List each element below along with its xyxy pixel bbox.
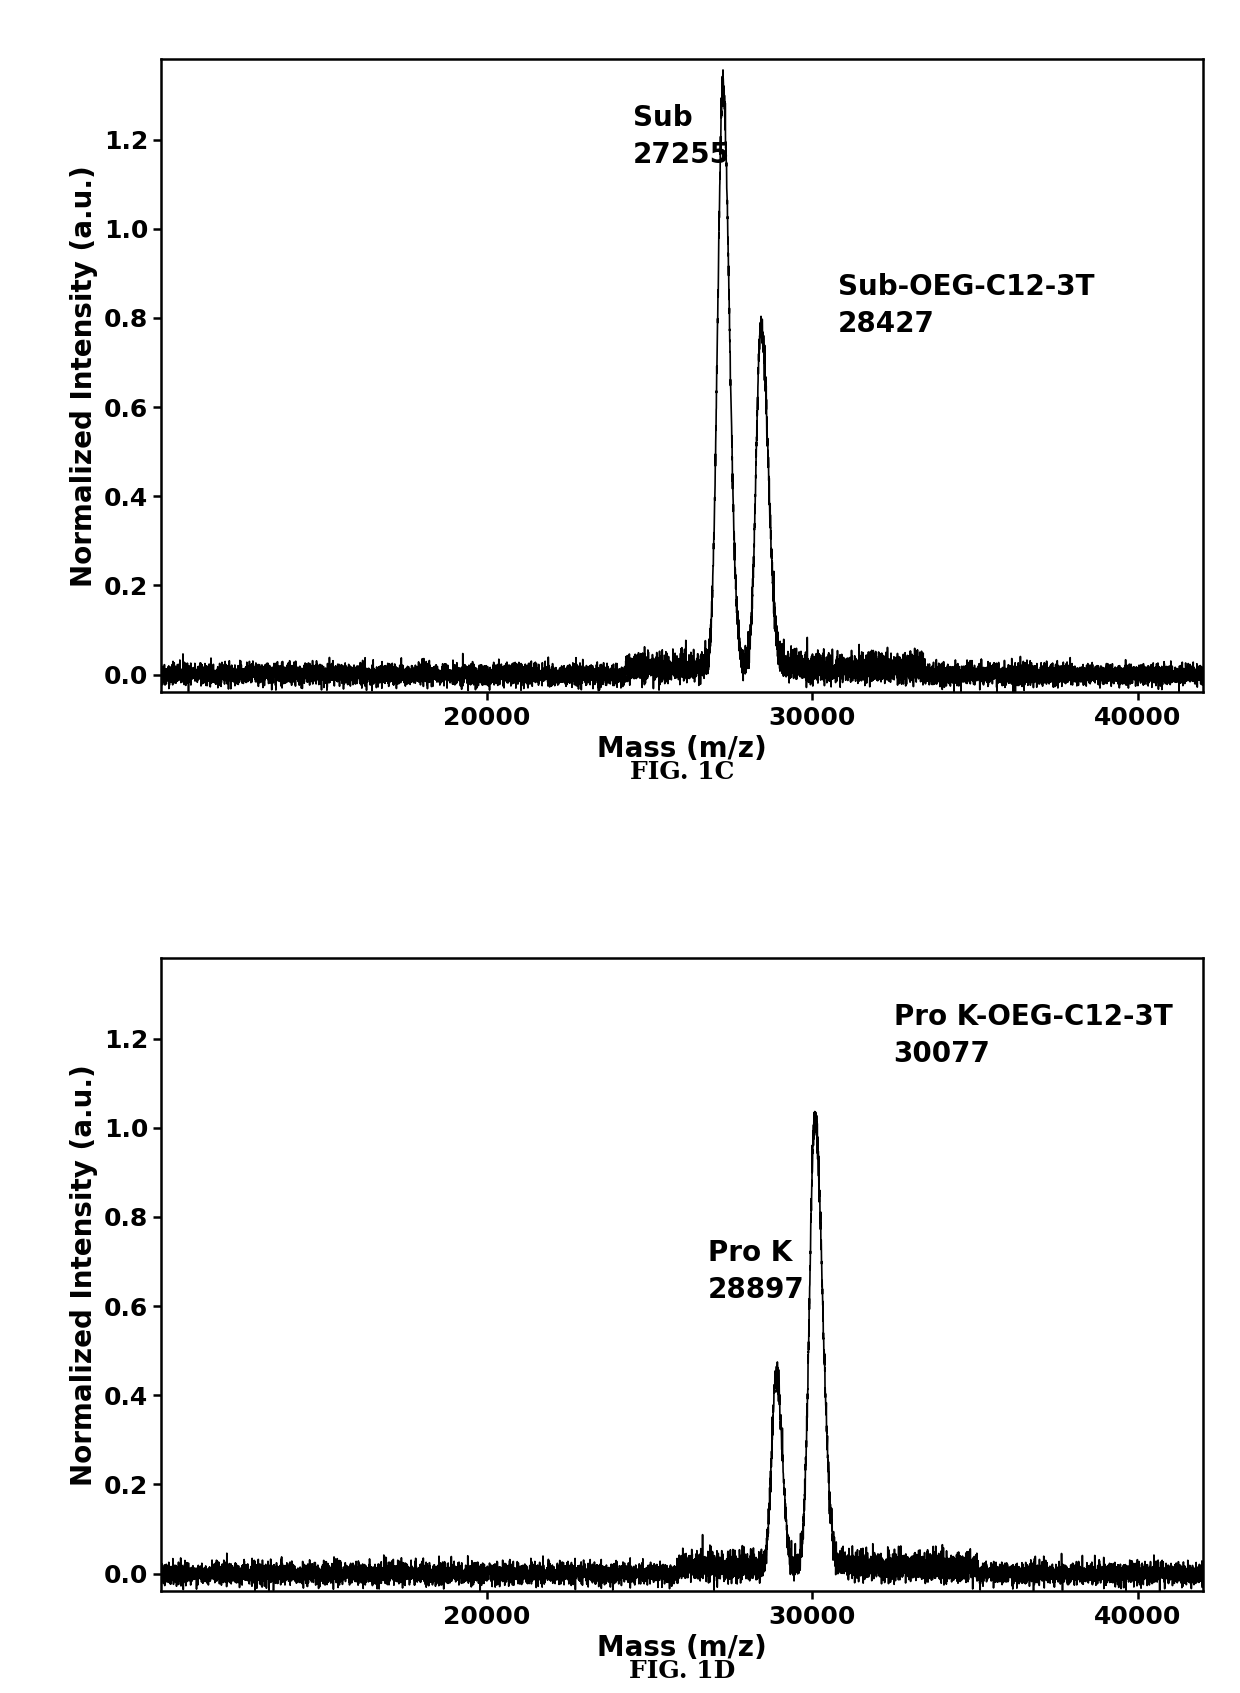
Text: Pro K-OEG-C12-3T
30077: Pro K-OEG-C12-3T 30077 [894, 1002, 1172, 1068]
Y-axis label: Normalized Intensity (a.u.): Normalized Intensity (a.u.) [71, 164, 98, 587]
Text: Pro K
28897: Pro K 28897 [708, 1239, 805, 1304]
Text: Sub
27255: Sub 27255 [634, 103, 730, 169]
X-axis label: Mass (m/z): Mass (m/z) [598, 1634, 766, 1663]
Y-axis label: Normalized Intensity (a.u.): Normalized Intensity (a.u.) [71, 1063, 98, 1486]
Text: FIG. 1C: FIG. 1C [630, 760, 734, 784]
X-axis label: Mass (m/z): Mass (m/z) [598, 735, 766, 764]
Text: Sub-OEG-C12-3T
28427: Sub-OEG-C12-3T 28427 [838, 273, 1095, 339]
Text: FIG. 1D: FIG. 1D [629, 1659, 735, 1683]
